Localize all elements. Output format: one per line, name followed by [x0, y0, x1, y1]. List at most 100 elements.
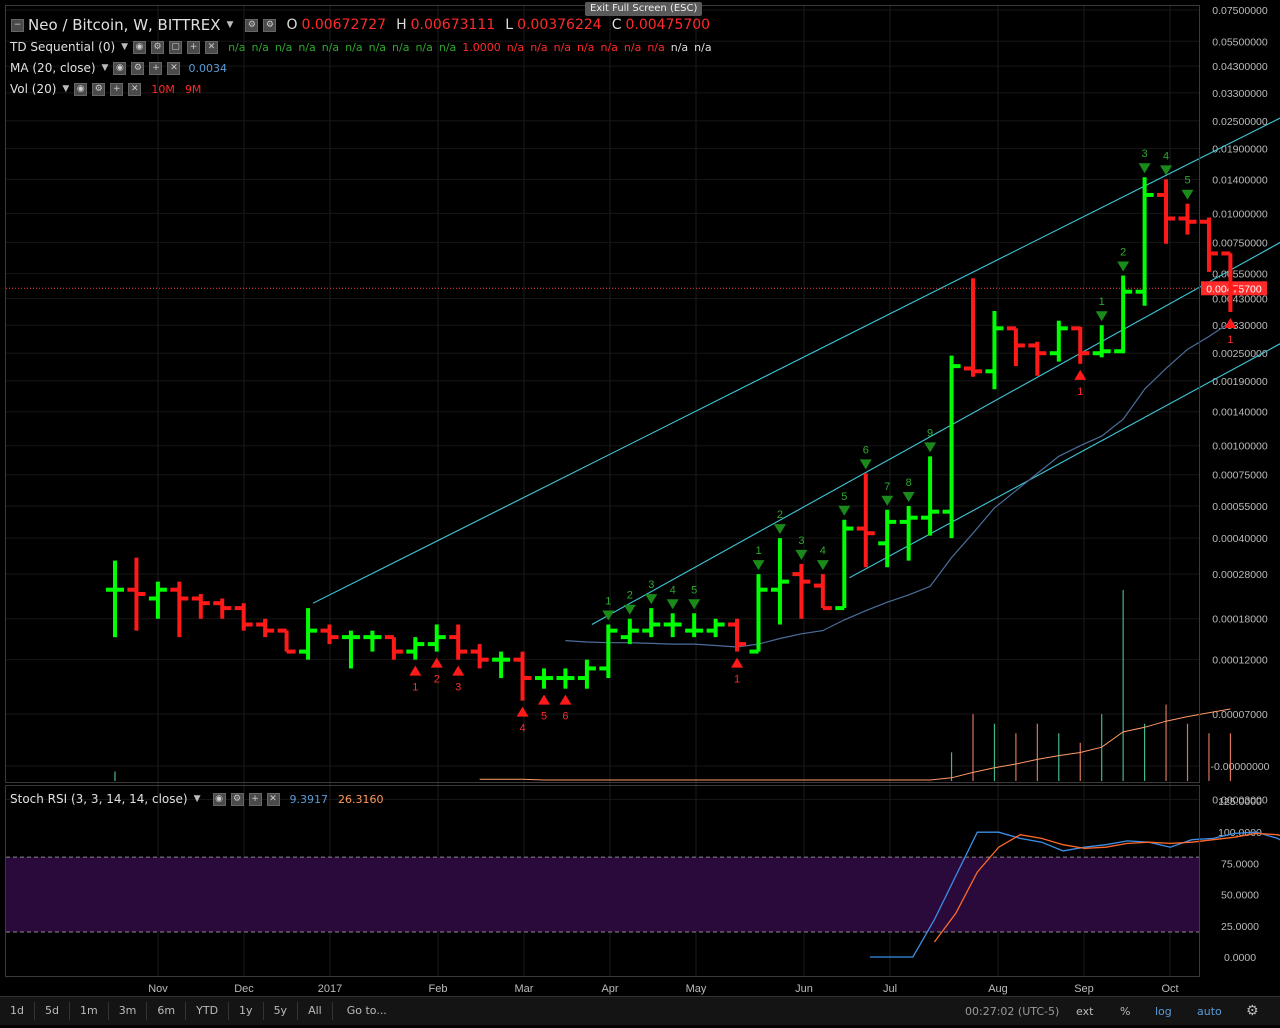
td-value: n/a	[368, 41, 387, 54]
ohlc-bar	[1006, 326, 1025, 367]
td-buy-marker	[559, 694, 572, 705]
td-sequential-name[interactable]: TD Sequential (0)	[10, 40, 116, 54]
td-sequential-legend[interactable]: TD Sequential (0) ▼ ◉ ⚙ ▢ + ✕ n/a n/a n/a n…	[10, 40, 712, 54]
price-axis-label: 0.02500000	[1212, 116, 1268, 128]
vol-legend[interactable]: Vol (20) ▼ ◉ ⚙ + ✕ 10M 9M	[10, 82, 201, 96]
ohlc-bar	[1049, 320, 1068, 362]
td-value: n/a	[321, 41, 340, 54]
settings-icon[interactable]: ⚙	[263, 18, 277, 32]
goto-button[interactable]: Go to...	[346, 1004, 387, 1017]
price-axis-label: 0.00055000	[1212, 501, 1268, 513]
source-icon[interactable]: ▢	[169, 40, 183, 54]
price-axis-label: 0.01400000	[1212, 174, 1268, 186]
price-axis-label: 0.00100000	[1212, 441, 1268, 453]
gear-icon[interactable]: ⚙	[1246, 1003, 1259, 1019]
range-button[interactable]: 5d	[35, 1002, 70, 1020]
vol-name[interactable]: Vol (20)	[10, 82, 57, 96]
stoch-axis-label: 75.0000	[1221, 858, 1259, 870]
plus-icon[interactable]: +	[149, 61, 163, 75]
auto-button[interactable]: auto	[1197, 1004, 1222, 1018]
td-count-label: 1	[734, 674, 740, 686]
stoch-band	[6, 857, 1199, 933]
td-count-label: 1	[1227, 334, 1233, 346]
settings-icon[interactable]: ⚙	[92, 82, 106, 96]
ohlc-bar	[384, 635, 403, 660]
settings-icon[interactable]: ⚙	[245, 18, 259, 32]
td-count-label: 9	[927, 427, 933, 439]
range-button[interactable]: 1y	[229, 1002, 264, 1020]
close-icon[interactable]: ✕	[266, 792, 280, 806]
chevron-down-icon[interactable]: ▼	[193, 794, 201, 804]
price-axis-label: 0.00040000	[1212, 533, 1268, 545]
stoch-name[interactable]: Stoch RSI (3, 3, 14, 14, close)	[10, 792, 188, 806]
percent-button[interactable]: %	[1120, 1004, 1131, 1018]
chevron-down-icon[interactable]: ▼	[101, 63, 109, 73]
ohlc-bar	[899, 506, 918, 561]
symbol-title[interactable]: Neo / Bitcoin, W, BITTREX	[28, 16, 221, 34]
range-button[interactable]: YTD	[186, 1002, 230, 1020]
range-button[interactable]: All	[298, 1002, 333, 1020]
td-count-label: 8	[906, 477, 912, 489]
price-axis-label: 0.00330000	[1212, 320, 1268, 332]
ohlc-bar	[213, 598, 232, 619]
time-axis-label: Sep	[1074, 983, 1094, 995]
chevron-down-icon[interactable]: ▼	[121, 42, 129, 52]
td-value: n/a	[623, 41, 642, 54]
ohlc-bar	[320, 624, 339, 645]
eye-icon[interactable]: ◉	[113, 61, 127, 75]
price-axis-label: -0.00000000	[1211, 761, 1270, 773]
ma-name[interactable]: MA (20, close)	[10, 61, 96, 75]
close-icon[interactable]: ✕	[205, 40, 219, 54]
range-button[interactable]: 1d	[0, 1002, 35, 1020]
stoch-axis-label: 0.0000	[1224, 952, 1256, 964]
log-button[interactable]: log	[1155, 1004, 1172, 1018]
td-sell-marker	[773, 524, 786, 535]
close-icon[interactable]: ✕	[128, 82, 142, 96]
stoch-legend[interactable]: Stoch RSI (3, 3, 14, 14, close) ▼ ◉ ⚙ + …	[10, 792, 384, 806]
time-axis-label: Apr	[601, 983, 618, 995]
chevron-down-icon[interactable]: ▼	[226, 20, 234, 30]
ohlc-bar	[106, 560, 124, 638]
plus-icon[interactable]: +	[248, 792, 262, 806]
main-pane-border	[5, 5, 1200, 783]
settings-icon[interactable]: ⚙	[151, 40, 165, 54]
td-count-label: 3	[1142, 148, 1148, 160]
collapse-icon[interactable]: −	[11, 18, 24, 32]
ext-button[interactable]: ext	[1076, 1004, 1094, 1018]
symbol-legend: − Neo / Bitcoin, W, BITTREX ▼ ⚙ ⚙ O 0.00…	[10, 16, 710, 34]
ohlc-bar	[277, 628, 296, 654]
chevron-down-icon[interactable]: ▼	[62, 84, 70, 94]
ohlc-bar	[492, 651, 511, 679]
td-value: n/a	[553, 41, 572, 54]
eye-icon[interactable]: ◉	[74, 82, 88, 96]
eye-icon[interactable]: ◉	[133, 40, 147, 54]
ma-legend[interactable]: MA (20, close) ▼ ◉ ⚙ + ✕ 0.0034	[10, 61, 227, 75]
plus-icon[interactable]: +	[187, 40, 201, 54]
range-button[interactable]: 5y	[264, 1002, 299, 1020]
stoch-axis-label: 125.0000	[1218, 796, 1262, 808]
td-sell-marker	[1181, 189, 1194, 200]
ohlc-bar	[256, 618, 275, 638]
ohlc-bar	[1135, 177, 1154, 306]
close-label: C	[611, 17, 622, 33]
range-button[interactable]: 3m	[109, 1002, 148, 1020]
settings-icon[interactable]: ⚙	[131, 61, 145, 75]
time-axis-label: Dec	[234, 983, 254, 995]
eye-icon[interactable]: ◉	[212, 792, 226, 806]
td-value: n/a	[228, 41, 246, 54]
range-button[interactable]: 6m	[147, 1002, 187, 1020]
price-axis-label: 0.01900000	[1212, 144, 1268, 156]
time-axis-label: Mar	[515, 983, 534, 995]
price-axis-label: 0.00075000	[1212, 470, 1268, 482]
open-value: 0.00672727	[301, 17, 387, 33]
plus-icon[interactable]: +	[110, 82, 124, 96]
td-count-label: 5	[1184, 175, 1190, 187]
ohlc-bar	[470, 644, 489, 669]
price-axis-label: 0.00007000	[1212, 709, 1268, 721]
exit-fullscreen-tooltip[interactable]: Exit Full Screen (ESC)	[585, 2, 703, 16]
range-button[interactable]: 1m	[70, 1002, 109, 1020]
settings-icon[interactable]: ⚙	[230, 792, 244, 806]
close-icon[interactable]: ✕	[167, 61, 181, 75]
